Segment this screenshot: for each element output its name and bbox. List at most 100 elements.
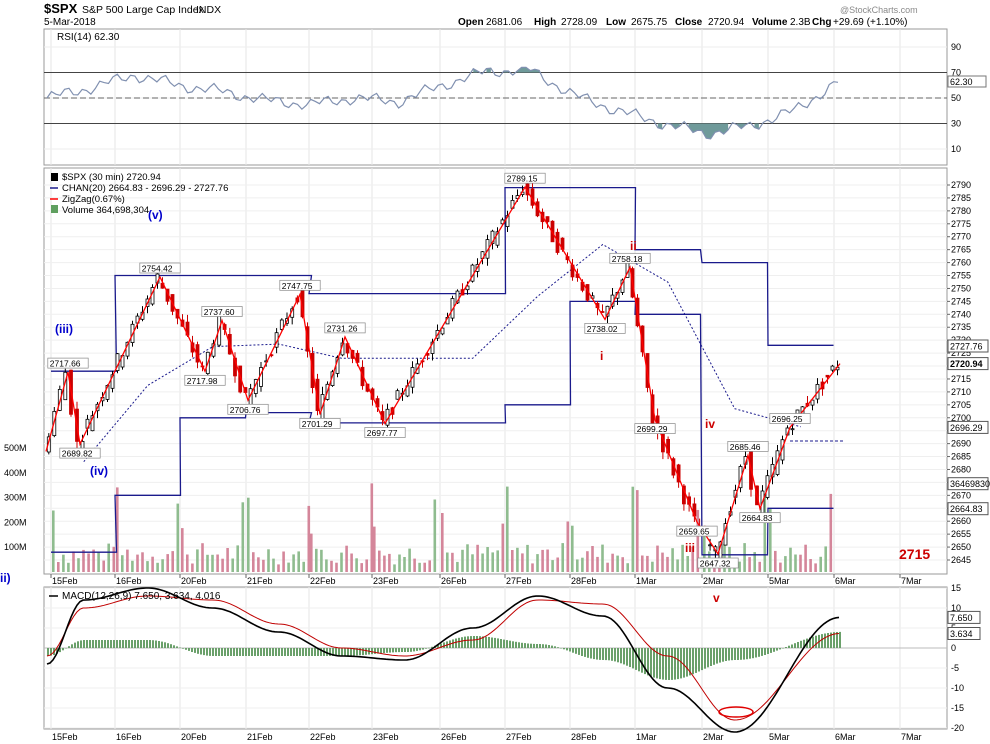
macd-histogram-bar bbox=[566, 648, 568, 651]
price-candle-body bbox=[395, 390, 400, 400]
macd-histogram-bar bbox=[287, 648, 289, 656]
price-tick-2750: 2750 bbox=[951, 283, 971, 293]
x-axis-label-bottom-21Feb: 21Feb bbox=[247, 732, 273, 742]
macd-histogram-bar bbox=[305, 648, 307, 656]
header-symbol: $SPX bbox=[44, 1, 78, 16]
volume-bar bbox=[471, 554, 474, 572]
price-panel-frame bbox=[43, 167, 948, 575]
macd-histogram-bar bbox=[737, 648, 739, 660]
macd-histogram-bar bbox=[617, 648, 619, 663]
macd-histogram-bar bbox=[776, 648, 778, 651]
zigzag-label-box bbox=[139, 262, 181, 274]
volume-bar bbox=[345, 545, 348, 572]
macd-histogram-bar bbox=[692, 648, 694, 675]
volume-bar bbox=[491, 552, 494, 572]
volume-bar bbox=[641, 555, 644, 572]
volume-bar bbox=[335, 562, 338, 572]
macd-histogram-bar bbox=[728, 648, 730, 661]
macd-histogram-bar bbox=[317, 648, 319, 656]
macd-histogram-bar bbox=[812, 636, 814, 648]
macd-histogram-bar bbox=[407, 648, 409, 652]
macd-histogram-bar bbox=[308, 648, 310, 656]
macd-histogram-bar bbox=[437, 644, 439, 648]
macd-histogram-bar bbox=[143, 640, 145, 648]
macd-histogram-bar bbox=[707, 648, 709, 668]
volume-bar bbox=[516, 547, 519, 572]
zigzag-label-2699.29: 2699.29 bbox=[637, 424, 668, 434]
x-axis-label-27Feb: 27Feb bbox=[506, 576, 532, 586]
volume-bar bbox=[216, 554, 219, 572]
volume-bar bbox=[310, 533, 313, 572]
volume-bar bbox=[186, 554, 189, 572]
macd-tag-7.650: 7.650 bbox=[950, 613, 973, 623]
volume-bar bbox=[262, 559, 265, 572]
header-date: 5-Mar-2018 bbox=[44, 17, 96, 28]
volume-bar bbox=[456, 561, 459, 572]
price-tick-2755: 2755 bbox=[951, 271, 971, 281]
price-candle-body bbox=[640, 325, 645, 353]
volume-bar bbox=[102, 560, 105, 572]
legend-zigzag: ZigZag(0.67%) bbox=[62, 194, 125, 205]
volume-bar bbox=[176, 503, 180, 572]
macd-histogram-bar bbox=[47, 648, 49, 656]
macd-tick-0: 0 bbox=[951, 643, 956, 653]
price-candle-body bbox=[545, 216, 550, 223]
macd-histogram-bar bbox=[581, 648, 583, 656]
macd-histogram-bar bbox=[584, 648, 586, 657]
x-axis-label-28Feb: 28Feb bbox=[571, 576, 597, 586]
macd-tick-10: 10 bbox=[951, 603, 961, 613]
volume-bar bbox=[536, 554, 539, 572]
macd-histogram-bar bbox=[212, 648, 214, 656]
macd-histogram-bar bbox=[569, 648, 571, 652]
macd-histogram-bar bbox=[665, 648, 667, 680]
macd-histogram-bar bbox=[656, 648, 658, 679]
macd-histogram-bar bbox=[215, 648, 217, 656]
macd-histogram-bar bbox=[185, 648, 187, 650]
macd-histogram-bar bbox=[140, 640, 142, 648]
volume-bar bbox=[307, 505, 311, 572]
zigzag-label-2696.25: 2696.25 bbox=[772, 414, 803, 424]
zigzag-label-2758.18: 2758.18 bbox=[612, 254, 643, 264]
volume-bar bbox=[112, 546, 116, 572]
x-axis-label-bottom-5Mar: 5Mar bbox=[769, 732, 790, 742]
macd-histogram-bar bbox=[497, 638, 499, 648]
macd-histogram-bar bbox=[767, 648, 769, 654]
macd-histogram-bar bbox=[485, 636, 487, 648]
x-axis-label-bottom-20Feb: 20Feb bbox=[181, 732, 207, 742]
volume-bar bbox=[67, 562, 70, 572]
macd-histogram-bar bbox=[458, 637, 460, 648]
macd-histogram-bar bbox=[392, 648, 394, 653]
macd-histogram-bar bbox=[383, 648, 385, 654]
macd-histogram-bar bbox=[290, 648, 292, 656]
macd-histogram-bar bbox=[662, 648, 664, 680]
macd-histogram-bar bbox=[296, 648, 298, 656]
macd-histogram-bar bbox=[833, 632, 835, 648]
macd-histogram-bar bbox=[491, 637, 493, 648]
x-axis-label-2Mar: 2Mar bbox=[703, 576, 724, 586]
macd-histogram-bar bbox=[146, 640, 148, 648]
macd-histogram-bar bbox=[725, 648, 727, 661]
price-legend: $SPX (30 min) 2720.94 CHAN(20) 2664.83 -… bbox=[62, 172, 228, 216]
macd-histogram-bar bbox=[494, 637, 496, 648]
zigzag-label-box bbox=[739, 512, 781, 524]
macd-histogram-bar bbox=[527, 643, 529, 648]
macd-histogram-bar bbox=[563, 648, 565, 650]
ohlc-summary: Open 2681.06 High 2728.09 Low 2675.75 Cl… bbox=[458, 17, 908, 28]
macd-histogram-bar bbox=[632, 648, 634, 669]
price-tag-364698304: 364698304 bbox=[950, 479, 990, 489]
macd-histogram-bar bbox=[551, 645, 553, 648]
price-tick-2680: 2680 bbox=[951, 464, 971, 474]
volume-bar bbox=[116, 487, 119, 572]
macd-histogram-bar bbox=[539, 644, 541, 648]
macd-histogram-bar bbox=[233, 648, 235, 656]
volume-bar bbox=[277, 564, 280, 572]
volume-bar bbox=[686, 556, 689, 572]
macd-histogram-bar bbox=[608, 648, 610, 661]
volume-bar bbox=[774, 550, 777, 572]
volume-bar bbox=[408, 548, 411, 572]
macd-histogram-bar bbox=[815, 635, 817, 648]
zigzag-label-box bbox=[364, 427, 406, 438]
macd-histogram-bar bbox=[167, 643, 169, 648]
volume-bar bbox=[738, 561, 741, 572]
macd-histogram-bar bbox=[683, 648, 685, 678]
